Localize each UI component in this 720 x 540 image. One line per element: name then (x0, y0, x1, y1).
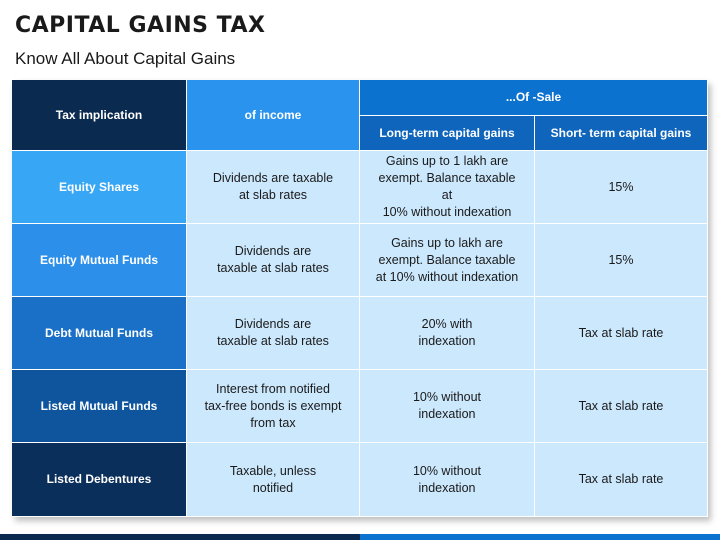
table-cell-long-term: Gains up to 1 lakh are exempt. Balance t… (360, 151, 535, 224)
table-cell-income: Interest from notified tax-free bonds is… (187, 370, 360, 443)
table-cell-short-term: 15% (535, 151, 708, 224)
row-label-equity-shares: Equity Shares (12, 151, 187, 224)
table-cell-long-term: 10% without indexation (360, 370, 535, 443)
page-subtitle: Know All About Capital Gains (15, 49, 236, 68)
table-cell-short-term: Tax at slab rate (535, 443, 708, 517)
table-cell-income: Taxable, unless notified (187, 443, 360, 517)
page-title: CAPITAL GAINS TAX (15, 13, 266, 38)
table-cell-income: Dividends are taxable at slab rates (187, 224, 360, 297)
header-of-sale: ...Of -Sale (360, 80, 708, 116)
header-of-income: of income (187, 80, 360, 151)
table-cell-long-term: 20% with indexation (360, 297, 535, 370)
row-label-debt-mutual-funds: Debt Mutual Funds (12, 297, 187, 370)
table-cell-short-term: Tax at slab rate (535, 370, 708, 443)
table-cell-short-term: 15% (535, 224, 708, 297)
row-label-listed-mutual-funds: Listed Mutual Funds (12, 370, 187, 443)
header-long-term: Long-term capital gains (360, 116, 535, 151)
row-label-listed-debentures: Listed Debentures (12, 443, 187, 517)
row-label-equity-mutual-funds: Equity Mutual Funds (12, 224, 187, 297)
table-cell-long-term: 10% without indexation (360, 443, 535, 517)
footer-accent-bar (0, 534, 720, 540)
table-cell-short-term: Tax at slab rate (535, 297, 708, 370)
header-tax-implication: Tax implication (12, 80, 187, 151)
header-short-term: Short- term capital gains (535, 116, 708, 151)
table-cell-long-term: Gains up to lakh are exempt. Balance tax… (360, 224, 535, 297)
table-cell-income: Dividends are taxable at slab rates (187, 151, 360, 224)
footer-accent-dark-segment (0, 534, 360, 540)
table-cell-income: Dividends are taxable at slab rates (187, 297, 360, 370)
capital-gains-table: Tax implication of income ...Of -Sale Lo… (12, 80, 708, 517)
